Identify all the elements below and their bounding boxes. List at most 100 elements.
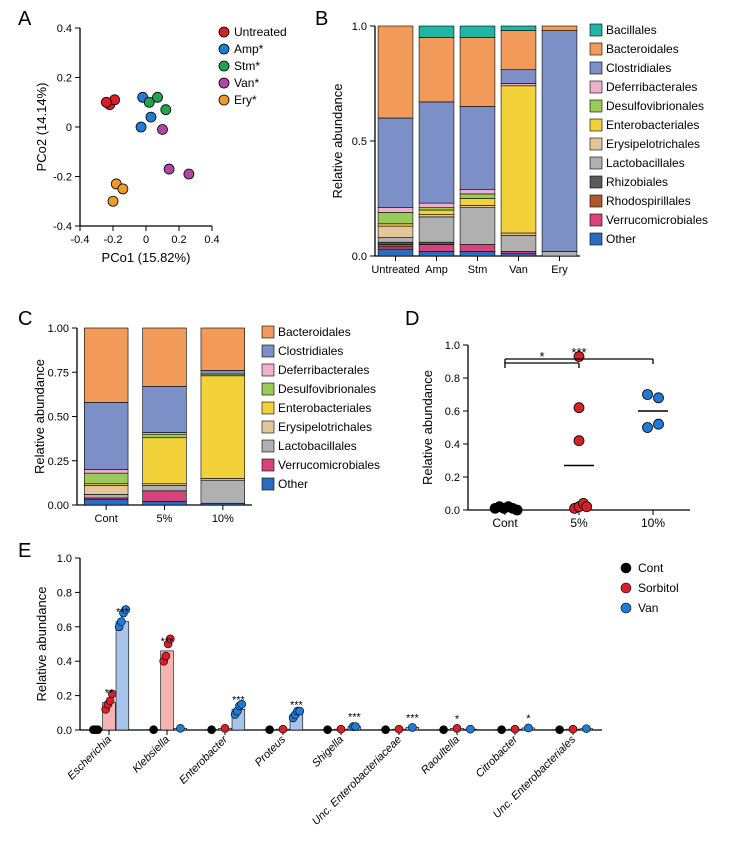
panel-e-legend: ContSorbitolVan [621, 561, 679, 615]
svg-text:Stm: Stm [468, 264, 488, 276]
svg-text:Stm*: Stm* [234, 59, 260, 73]
bar-segment [84, 473, 128, 484]
svg-text:Other: Other [278, 477, 308, 491]
svg-text:0.2: 0.2 [445, 472, 460, 484]
svg-text:Relative abundance: Relative abundance [34, 587, 49, 702]
svg-text:Bacteroidales: Bacteroidales [606, 42, 679, 56]
svg-text:PCo1 (15.82%): PCo1 (15.82%) [102, 250, 191, 265]
bar-point [556, 726, 564, 734]
bar-segment [419, 215, 454, 217]
scatter-point [108, 196, 118, 206]
bar-point [117, 618, 125, 626]
bar-point [466, 725, 474, 733]
bar-segment [84, 494, 128, 498]
svg-text:Erysipelotrichales: Erysipelotrichales [278, 420, 372, 434]
bar-segment [84, 328, 128, 402]
bar-segment [378, 212, 413, 224]
svg-text:0.0: 0.0 [445, 505, 460, 517]
svg-text:0.2: 0.2 [171, 234, 186, 246]
bar-segment [201, 376, 245, 479]
bar-segment [460, 26, 495, 38]
scatter-point [164, 164, 174, 174]
svg-text:-0.4: -0.4 [53, 221, 72, 233]
svg-text:Bacteroidales: Bacteroidales [278, 325, 351, 339]
bar-segment [201, 328, 245, 370]
svg-text:Rhodospirillales: Rhodospirillales [606, 194, 691, 208]
svg-text:0.2: 0.2 [57, 73, 72, 85]
bar-point [324, 726, 332, 734]
svg-text:Escherichia: Escherichia [65, 734, 114, 783]
bar-segment [460, 189, 495, 194]
panel-a-legend: UntreatedAmp*Stm*Van*Ery* [219, 25, 287, 107]
bar-segment [419, 251, 454, 256]
svg-text:Cont: Cont [492, 516, 518, 530]
svg-text:Ery*: Ery* [234, 93, 257, 107]
svg-text:Enterobacteriales: Enterobacteriales [278, 401, 371, 415]
svg-text:0.0: 0.0 [352, 251, 367, 263]
bar-segment [419, 242, 454, 244]
bar-point [351, 723, 359, 731]
bar-segment [201, 370, 245, 374]
svg-text:Deferribacterales: Deferribacterales [278, 363, 369, 377]
svg-text:Shigella: Shigella [310, 734, 346, 770]
strip-point [654, 393, 664, 403]
bar-point [221, 724, 229, 732]
svg-text:0.6: 0.6 [57, 622, 72, 634]
panel-e-label: E [18, 540, 31, 563]
bar-segment [84, 470, 128, 474]
bar-segment [378, 238, 413, 243]
svg-text:*: * [526, 713, 531, 725]
strip-point [643, 390, 653, 400]
bar-point [440, 726, 448, 734]
bar-segment [542, 31, 577, 252]
bar-segment [419, 38, 454, 102]
bar-segment [378, 242, 413, 244]
svg-text:0.75: 0.75 [48, 367, 69, 379]
svg-text:Citrobacter: Citrobacter [474, 733, 521, 780]
bar-segment [419, 217, 454, 242]
svg-text:Klebsiella: Klebsiella [130, 734, 172, 776]
scatter-point [184, 169, 194, 179]
bar-segment [501, 70, 536, 84]
bar-segment [501, 84, 536, 86]
svg-text:Relative abundance: Relative abundance [420, 370, 435, 485]
svg-text:10%: 10% [212, 513, 234, 525]
svg-text:Amp: Amp [425, 264, 448, 276]
svg-text:Cont: Cont [95, 513, 118, 525]
svg-text:Enterobacter: Enterobacter [177, 733, 231, 787]
strip-point [574, 403, 584, 413]
bar-segment [378, 118, 413, 208]
bar-point [524, 724, 532, 732]
svg-text:***: *** [571, 345, 586, 360]
svg-text:***: *** [232, 694, 246, 706]
bar-segment [460, 208, 495, 245]
bar-segment [143, 434, 187, 438]
svg-text:Van*: Van* [234, 76, 259, 90]
strip-point [654, 419, 664, 429]
bar-segment [378, 245, 413, 247]
bar-segment [501, 251, 536, 253]
svg-text:1.0: 1.0 [445, 340, 460, 352]
svg-text:Desulfovibrionales: Desulfovibrionales [278, 382, 376, 396]
bar-segment [501, 254, 536, 256]
bar-point [382, 726, 390, 734]
scatter-point [136, 122, 146, 132]
svg-text:5%: 5% [570, 516, 588, 530]
svg-text:-0.2: -0.2 [53, 172, 72, 184]
scatter-point [158, 124, 168, 134]
bar-segment [419, 102, 454, 203]
bar-segment [378, 208, 413, 213]
bar-segment [378, 247, 413, 249]
bar-segment [143, 386, 187, 432]
bar-segment [378, 226, 413, 238]
bar-segment [460, 38, 495, 107]
panel-b-legend: BacillalesBacteroidalesClostridialesDefe… [590, 23, 708, 246]
svg-text:***: *** [348, 712, 362, 724]
svg-text:0.4: 0.4 [445, 439, 460, 451]
svg-text:0.25: 0.25 [48, 456, 69, 468]
bar-segment [419, 208, 454, 210]
bar-point [498, 726, 506, 734]
svg-text:Van: Van [638, 601, 658, 615]
svg-text:Bacillales: Bacillales [606, 23, 657, 37]
svg-text:0.4: 0.4 [204, 234, 219, 246]
